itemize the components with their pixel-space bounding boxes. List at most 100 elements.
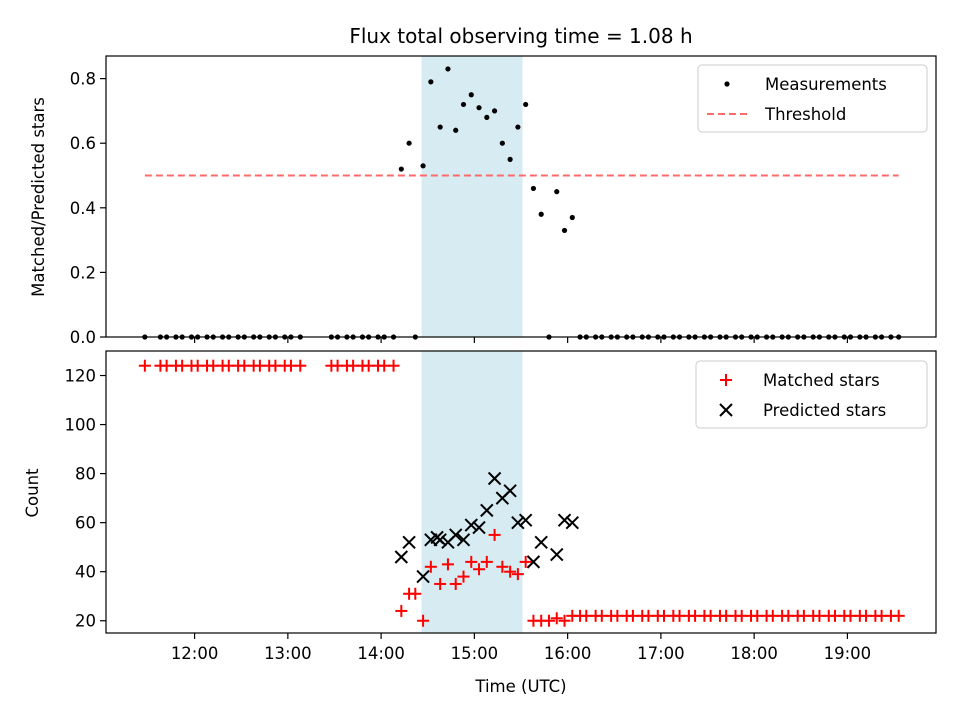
matched-star-point [395,604,408,617]
predicted-star-point [557,513,572,527]
measurement-point [460,101,467,108]
matched-star-point [457,570,470,583]
predicted-star-point [518,513,533,527]
bottom-x-tick-label: 13:00 [264,644,312,663]
matched-star-point [449,577,462,590]
measurement-point [476,105,482,111]
predicted-star-point [394,550,409,564]
bottom-x-axis-label: Time (UTC) [474,677,566,696]
bottom-y-tick-label: 60 [75,514,96,533]
measurement-point [437,124,443,130]
legend-predicted-marker [719,403,733,417]
measurement-point [398,166,404,172]
matched-star-point [434,577,447,590]
predicted-star-point [416,569,430,584]
bottom-y-tick-label: 80 [75,465,96,484]
top-y-ticks: 0.0 0.2 0.4 0.6 0.8 [70,70,106,347]
bottom-x-tick-label: 16:00 [544,644,592,663]
measurement-point [530,185,537,192]
top-chart-title: Flux total observing time = 1.08 h [349,24,692,48]
measurement-point [561,227,568,234]
measurement-point [445,66,451,72]
bottom-x-tick-label: 14:00 [357,644,405,663]
top-legend-box [697,64,928,133]
top-y-axis-label: Matched/Predicted stars [29,97,48,297]
matched-star-point [480,555,493,568]
top-legend: Measurements Threshold [697,64,928,133]
measurement-point [523,101,529,108]
bottom-x-tick-label: 15:00 [451,644,499,663]
measurement-point [499,140,505,146]
measurement-point [453,127,459,133]
top-y-tick-label: 0.6 [70,134,96,153]
matched-star-point [519,555,532,568]
predicted-star-point [503,484,517,498]
matched-star-point [558,614,571,627]
bottom-x-tick-label: 19:00 [824,644,872,663]
legend-measurements-label: Measurements [765,75,887,94]
top-axes-frame [105,55,937,338]
predicted-star-point [433,533,447,547]
matched-star-point [488,528,501,541]
bottom-legend-box [695,360,928,429]
matched-star-point [294,359,307,372]
predicted-star-points [394,471,579,584]
predicted-star-point [464,518,478,532]
predicted-star-point [402,535,416,549]
bottom-x-tick-label: 17:00 [637,644,685,663]
measurement-point [428,79,434,85]
matched-star-point [496,560,509,573]
legend-matched-label: Matched stars [763,371,880,390]
matched-star-point [138,359,151,372]
matched-star-point [892,609,905,622]
matched-star-point [465,555,478,568]
predicted-star-point [550,547,564,562]
measurement-point [538,211,544,217]
top-y-tick-label: 0.0 [70,328,96,347]
bottom-y-tick-label: 100 [65,416,97,435]
measurement-point [406,140,412,146]
measurement-point [420,163,426,169]
legend-predicted-label: Predicted stars [763,401,886,420]
predicted-star-point [456,533,471,547]
legend-threshold-label: Threshold [764,105,846,124]
matched-star-point [409,587,422,600]
predicted-star-point [534,535,548,549]
matched-star-point [473,563,486,576]
predicted-star-point [480,503,494,518]
predicted-star-point [511,515,525,530]
legend-matched-marker [720,374,732,386]
bottom-y-tick-label: 40 [75,563,96,582]
measurement-point [484,114,490,120]
bottom-y-axis-label: Count [23,468,42,518]
matched-star-point [441,558,454,571]
predicted-star-point [526,555,541,569]
matched-star-point [511,568,524,581]
top-y-tick-label: 0.8 [70,70,96,89]
top-y-tick-label: 0.4 [70,199,96,218]
measurement-point [468,92,474,98]
bottom-y-tick-label: 120 [65,367,97,386]
bottom-x-tick-label: 18:00 [730,644,778,663]
bottom-y-ticks: 20 40 60 80 100 120 [65,367,106,631]
matched-star-point [387,359,400,372]
matched-star-point [550,612,563,625]
predicted-star-point [472,520,486,535]
predicted-star-point [565,515,579,530]
matched-star-points [138,359,905,627]
bottom-x-tick-label: 12:00 [171,644,219,663]
measurement-point [554,189,560,195]
bottom-panel: 20 40 60 80 100 120 12:00 13:00 14:00 15:00 16:00… [23,350,937,696]
matched-star-point [504,565,517,578]
top-x-ticks [193,337,849,343]
matched-star-point [424,560,437,573]
predicted-star-point [487,471,502,486]
bottom-y-tick-label: 20 [75,612,96,631]
measurement-points [142,66,902,340]
measurement-point [515,124,521,130]
bottom-x-ticks: 12:00 13:00 14:00 15:00 16:00 17:00 18:00 19:00 [171,633,871,663]
bottom-highlight-span [421,351,523,633]
top-y-tick-label: 0.2 [70,263,96,282]
legend-measurements-marker [724,81,730,87]
